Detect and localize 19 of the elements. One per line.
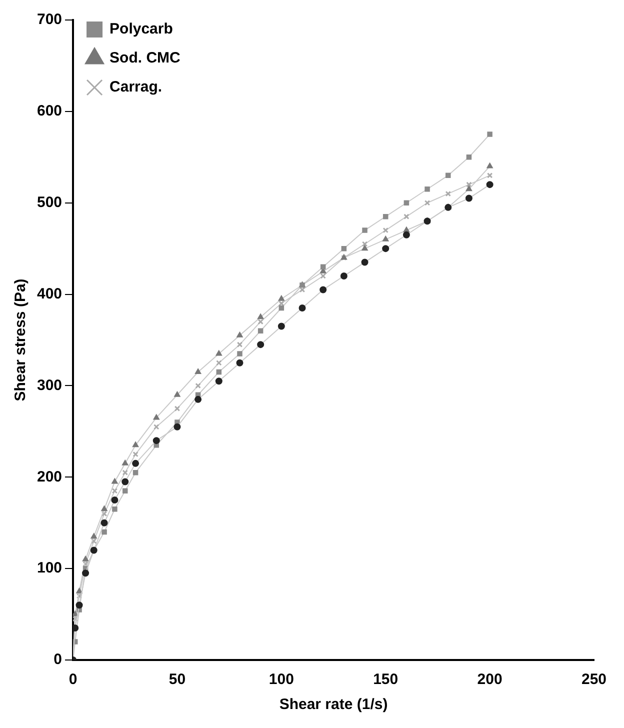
legend-label: Polycarb — [110, 20, 173, 38]
x-tick-label: 200 — [477, 671, 502, 688]
y-tick-label: 100 — [36, 560, 62, 577]
x-tick-label: 150 — [373, 671, 398, 688]
legend-label: Sod. CMC — [110, 50, 181, 67]
y-tick-label: 400 — [36, 285, 62, 302]
x-axis-title: Shear rate (1/s) — [279, 696, 388, 714]
y-tick-label: 500 — [36, 194, 62, 211]
y-tick-label: 0 — [54, 651, 62, 668]
y-tick-label: 200 — [36, 468, 62, 486]
y-axis-title: Shear stress (Pa) — [12, 278, 30, 402]
legend-label: Carrag. — [110, 78, 162, 96]
x-tick-label: 100 — [268, 671, 294, 688]
y-tick-label: 600 — [36, 102, 62, 120]
x-tick-label: 0 — [68, 671, 78, 688]
y-tick-label: 700 — [36, 11, 62, 28]
x-tick-label: 250 — [581, 671, 607, 688]
x-tick-label: 50 — [168, 671, 186, 688]
y-tick-label: 300 — [36, 376, 62, 394]
